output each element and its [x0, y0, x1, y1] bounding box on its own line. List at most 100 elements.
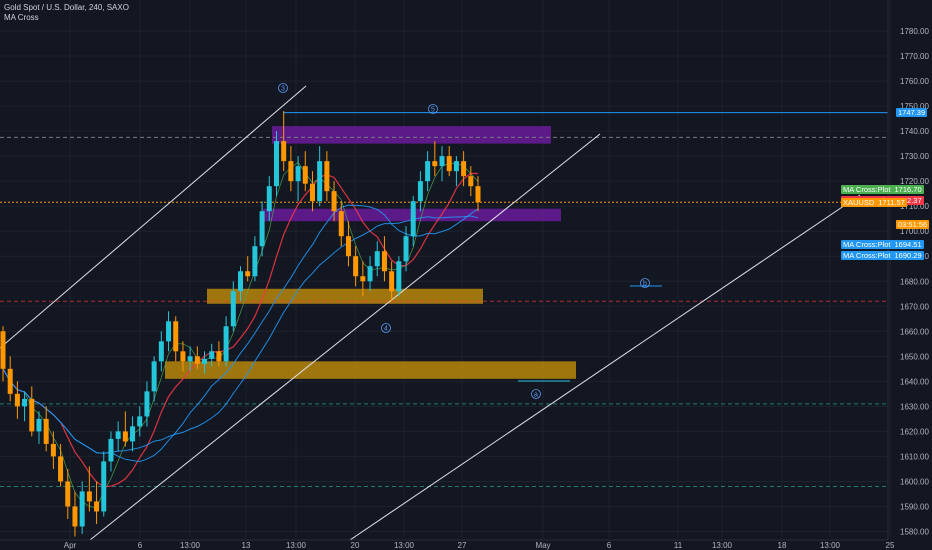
time-axis[interactable]: Apr 6 13:00 13 13:00 20 13:00 27 May 6 11 13:00 18 13…	[0, 539, 895, 550]
candle-body	[151, 361, 157, 392]
candle-body	[72, 506, 78, 527]
channel-line	[0, 85, 307, 349]
price-tick: 1600.00	[900, 477, 929, 486]
candle-body	[468, 176, 474, 187]
candle-body	[353, 256, 359, 277]
wave-label-circle	[640, 278, 650, 288]
price-tick: 1620.00	[900, 427, 929, 436]
time-tick: 13:00	[180, 541, 201, 550]
symbol-title: Gold Spot / U.S. Dollar, 240, SAXO	[4, 3, 129, 12]
price-tag-value: 03:51:56	[898, 220, 928, 230]
candle-body	[7, 368, 13, 394]
wave-label: 3	[281, 86, 285, 93]
trend-channel	[0, 85, 861, 541]
wave-labels: 3 4 5 a b	[278, 83, 650, 399]
time-tick: 20	[351, 541, 360, 550]
wave-label: 5	[431, 107, 435, 114]
candle-body	[281, 141, 287, 162]
time-tick: 13:00	[286, 541, 307, 550]
price-tick: 1580.00	[900, 527, 929, 536]
candle-body	[238, 271, 243, 292]
price-tick: 1650.00	[900, 352, 929, 361]
price-tick: 1660.00	[900, 327, 929, 336]
candle-body	[14, 393, 20, 407]
price-tag-value: 1712.37	[894, 195, 922, 205]
candle-body	[410, 201, 416, 237]
price-tag-label: XAUUSD	[843, 197, 875, 207]
candle-body	[331, 191, 337, 212]
candle-body	[475, 186, 481, 203]
candle-body	[194, 356, 200, 364]
candle-body	[309, 183, 315, 202]
price-tick: 1640.00	[900, 377, 929, 386]
candle-body	[166, 321, 172, 342]
candle-body	[216, 351, 222, 362]
price-tick: 1770.00	[900, 52, 929, 61]
time-tick: 6	[138, 541, 143, 550]
price-tick: 1780.00	[900, 27, 929, 36]
wave-label-circle	[531, 389, 541, 399]
price-tag-label: MA Cross:Plot	[843, 251, 891, 260]
wave-label-circle	[278, 83, 288, 93]
time-tick: 13:00	[820, 541, 841, 550]
candle-body	[223, 326, 229, 362]
price-tag: 1747.39	[896, 108, 928, 118]
time-tick: 18	[778, 541, 787, 550]
price-axis[interactable]: 1580.00 1590.00 1600.00 1610.00 1620.00 1630.…	[887, 0, 929, 540]
price-tag-label: MA Cross:Plot	[843, 240, 891, 250]
price-tag-value: 1694.51	[894, 240, 922, 250]
wave-label-circle	[381, 323, 391, 333]
candle-body	[158, 341, 164, 362]
price-tick: 1610.00	[900, 452, 929, 461]
price-tag-value: 1690.29	[894, 251, 922, 260]
candlesticks	[0, 111, 481, 537]
candle-body	[360, 276, 366, 282]
candle-body	[180, 351, 186, 362]
candle-body	[425, 161, 431, 182]
channel-line	[89, 133, 601, 541]
candle-body	[202, 358, 208, 364]
candle-body	[245, 271, 251, 277]
price-tick: 1630.00	[900, 402, 929, 411]
price-tick: 1710.00	[900, 202, 929, 211]
price-tag: XAUUSD 1711.57	[841, 197, 907, 207]
price-tag-label: MA Cross:Plot	[843, 184, 891, 194]
time-tick: 13:00	[712, 541, 733, 550]
candle-body	[302, 166, 308, 184]
price-tick: 1700.00	[900, 227, 929, 236]
candle-body	[288, 161, 294, 182]
time-tick: 27	[458, 541, 467, 550]
candle-body	[403, 236, 409, 262]
candle-body	[324, 161, 330, 192]
candle-body	[94, 501, 100, 512]
price-tick: 1750.00	[900, 102, 929, 111]
candle-body	[173, 321, 179, 352]
candle-body	[439, 156, 445, 167]
candle-body	[115, 431, 121, 439]
candle-body	[36, 418, 42, 432]
time-tick: 13:00	[394, 541, 415, 550]
price-tag: MA Cross:Plot 1716.70	[841, 184, 924, 194]
price-tag-value: 1716.70	[894, 184, 922, 194]
price-tag: 03:51:56	[896, 220, 930, 230]
time-tick: 25	[886, 541, 895, 550]
price-tick: 1590.00	[900, 502, 929, 511]
candle-body	[65, 481, 71, 507]
candle-body	[230, 291, 236, 327]
candle-body	[389, 271, 395, 292]
zone-rect	[165, 361, 576, 379]
candle-body	[79, 491, 85, 527]
candle-body	[101, 461, 107, 512]
price-tick: 1730.00	[900, 152, 929, 161]
candle-body	[396, 261, 402, 292]
time-tick: 11	[674, 541, 683, 550]
candle-body	[367, 266, 373, 282]
price-tick: 1740.00	[900, 127, 929, 136]
candle-body	[317, 161, 323, 202]
candle-body	[209, 351, 215, 359]
price-tick: 1680.00	[900, 277, 929, 286]
candle-body	[374, 251, 380, 267]
price-tick: 1670.00	[900, 302, 929, 311]
